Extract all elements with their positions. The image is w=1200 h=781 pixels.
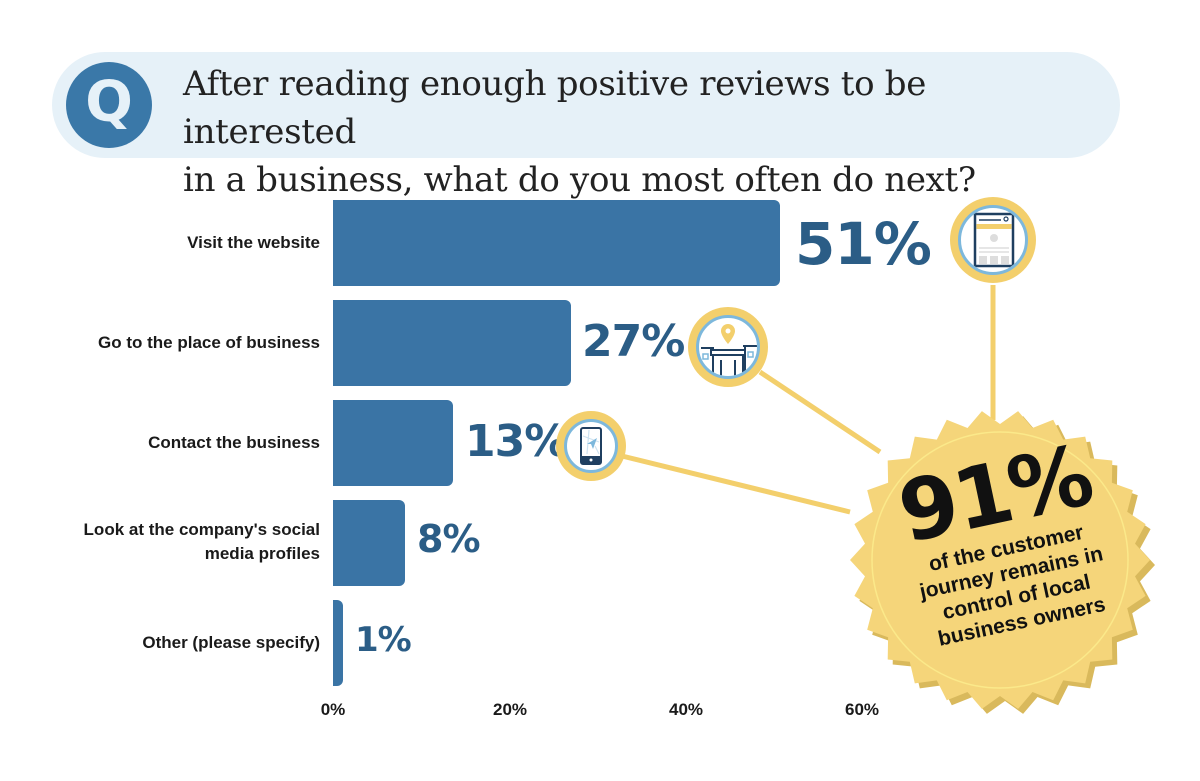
question-line-2: in a business, what do you most often do… (183, 160, 976, 200)
bar-social-media (333, 500, 405, 586)
value-label: 1% (355, 620, 412, 660)
x-tick: 20% (492, 700, 528, 719)
category-label: Visit the website (187, 233, 320, 252)
label-line: media profiles (204, 544, 320, 563)
bar-other (333, 600, 343, 686)
phone-map-icon (556, 411, 626, 481)
question-icon: Q (66, 62, 152, 148)
bar-contact-business (333, 400, 453, 486)
question-banner (52, 52, 1120, 158)
value-label: 8% (417, 517, 481, 561)
category-label: Look at the company's social media profi… (40, 518, 320, 566)
bar-place-of-business (333, 300, 571, 386)
value-label: 51% (795, 210, 932, 278)
x-tick: 40% (668, 700, 704, 719)
website-icon (950, 197, 1036, 283)
category-label: Go to the place of business (98, 333, 320, 352)
q-letter: Q (85, 70, 133, 135)
label-line: Look at the company's social (83, 520, 320, 539)
question-text: After reading enough positive reviews to… (183, 60, 1083, 204)
storefront-location-icon (688, 307, 768, 387)
bar-visit-website (333, 200, 780, 286)
question-line-1: After reading enough positive reviews to… (183, 64, 927, 152)
x-tick: 0% (320, 700, 346, 719)
category-label: Contact the business (148, 433, 320, 452)
x-tick: 60% (844, 700, 880, 719)
value-label: 27% (582, 316, 685, 367)
category-label: Other (please specify) (142, 633, 320, 652)
badge-starburst (850, 411, 1155, 714)
value-label: 13% (465, 416, 568, 467)
